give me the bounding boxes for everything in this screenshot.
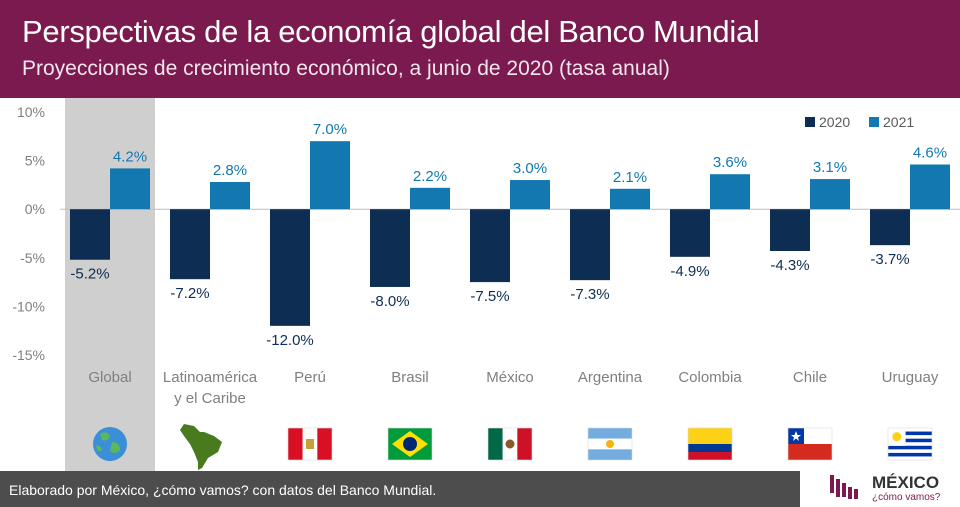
logo-bars-icon — [830, 475, 858, 499]
data-label-2020: -8.0% — [370, 293, 409, 310]
page-subtitle: Proyecciones de crecimiento económico, a… — [22, 57, 670, 80]
category-label: Brasil — [391, 369, 429, 386]
data-label-2020: -12.0% — [266, 332, 314, 349]
y-tick-label: 10% — [17, 104, 45, 120]
bar-2021 — [810, 179, 850, 210]
legend-swatch-2021 — [869, 117, 879, 127]
data-label-2020: -4.9% — [670, 263, 709, 280]
bar-2021 — [310, 141, 350, 210]
legend-label-2021: 2021 — [883, 114, 914, 130]
uruguay-flag-icon — [887, 427, 933, 461]
y-tick-label: -5% — [20, 250, 45, 266]
logo-tagline: ¿cómo vamos? — [872, 492, 941, 503]
header: Perspectivas de la economía global del B… — [0, 0, 960, 98]
bar-2020 — [470, 209, 510, 283]
data-label-2020: -4.3% — [770, 257, 809, 274]
data-label-2021: 4.2% — [113, 148, 147, 165]
bar-2021 — [610, 188, 650, 210]
category-label: Colombia — [678, 369, 742, 386]
data-label-2020: -7.5% — [470, 288, 509, 305]
category-label: Uruguay — [882, 369, 939, 386]
peru-flag-icon — [287, 427, 333, 461]
category-label: Argentina — [578, 369, 643, 386]
category-label: Chile — [793, 369, 827, 386]
bar-2020 — [70, 209, 110, 260]
data-label-2020: -7.2% — [170, 285, 209, 302]
data-label-2021: 2.1% — [613, 169, 647, 186]
y-tick-label: -15% — [12, 347, 45, 363]
logo-name: MÉXICO — [872, 473, 940, 492]
legend-label-2020: 2020 — [819, 114, 850, 130]
bar-2021 — [210, 181, 250, 210]
bar-2021 — [510, 180, 550, 210]
bar-2020 — [670, 209, 710, 257]
bar-2020 — [370, 209, 410, 287]
bar-2021 — [410, 187, 450, 210]
bar-2020 — [170, 209, 210, 280]
bar-2020 — [570, 209, 610, 281]
legend-swatch-2020 — [805, 117, 815, 127]
brazil-flag-icon — [387, 427, 433, 461]
data-label-2021: 3.0% — [513, 160, 547, 177]
bar-2021 — [110, 168, 150, 210]
data-label-2021: 3.1% — [813, 159, 847, 176]
argentina-flag-icon — [587, 427, 633, 461]
globe-icon — [93, 427, 127, 461]
category-label: y el Caribe — [174, 390, 246, 407]
data-label-2021: 7.0% — [313, 121, 347, 138]
category-label: Latinoamérica — [163, 369, 258, 386]
mexico-flag-icon — [487, 427, 533, 461]
bar-chart: 10% 5% 0% -5% -10% -15% -5.2% 4.2% Global -7.2% 2.… — [12, 98, 960, 471]
category-label: Perú — [294, 369, 326, 386]
bar-2020 — [870, 209, 910, 246]
bar-2020 — [270, 209, 310, 326]
footer: Elaborado por México, ¿cómo vamos? con d… — [0, 471, 800, 507]
data-label-2021: 3.6% — [713, 154, 747, 171]
page-title: Perspectivas de la economía global del B… — [22, 14, 760, 49]
data-label-2020: -3.7% — [870, 251, 909, 268]
highlight-band — [65, 98, 155, 471]
category-label: México — [486, 369, 534, 386]
data-label-2020: -5.2% — [70, 266, 109, 283]
bar-2020 — [770, 209, 810, 251]
bar-2021 — [910, 164, 950, 210]
y-tick-label: 5% — [25, 153, 45, 169]
source-note: Elaborado por México, ¿cómo vamos? con d… — [9, 482, 437, 498]
category-label: Global — [88, 369, 131, 386]
data-label-2021: 4.6% — [913, 144, 947, 161]
colombia-flag-icon — [687, 427, 733, 461]
data-label-2020: -7.3% — [570, 286, 609, 303]
latin-america-map-icon — [180, 424, 222, 470]
data-label-2021: 2.2% — [413, 168, 447, 185]
y-tick-label: 0% — [25, 201, 45, 217]
bar-2021 — [710, 174, 750, 210]
data-label-2021: 2.8% — [213, 162, 247, 179]
y-tick-label: -10% — [12, 298, 45, 314]
mexico-como-vamos-logo: MÉXICO ¿cómo vamos? — [800, 471, 960, 507]
chile-flag-icon — [787, 427, 833, 461]
